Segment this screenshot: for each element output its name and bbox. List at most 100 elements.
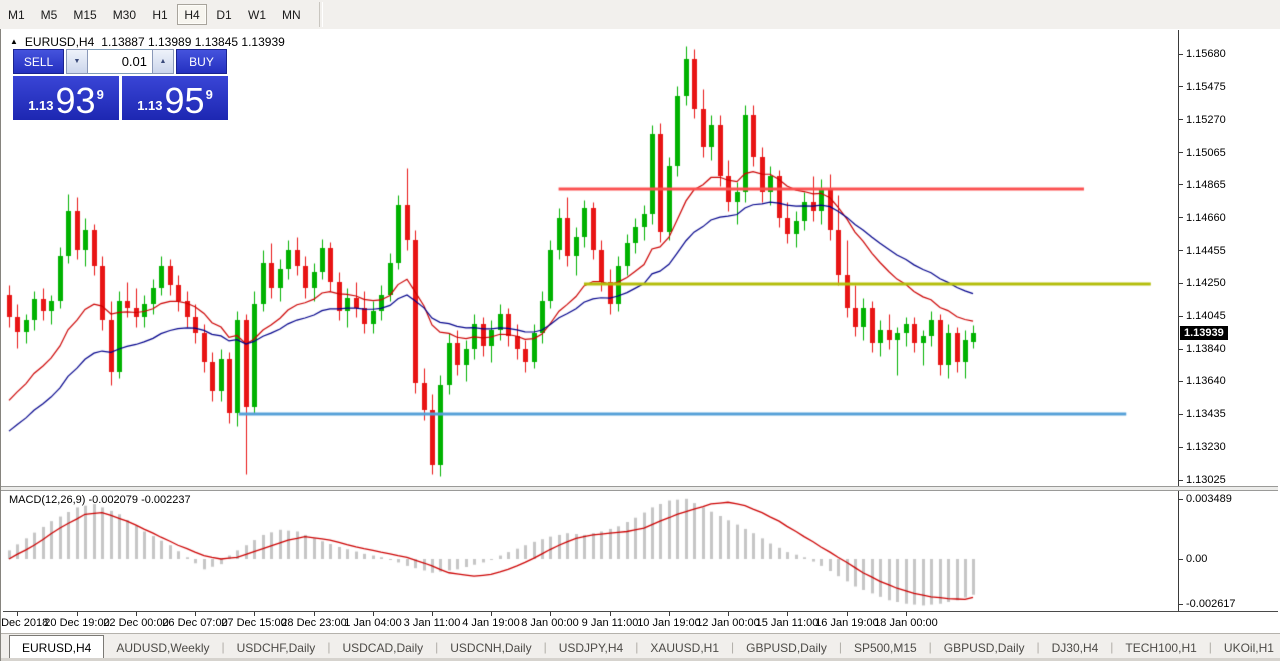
tab-separator: | bbox=[327, 639, 331, 654]
pane-separator[interactable] bbox=[1, 486, 1278, 491]
time-axis-tick bbox=[787, 612, 788, 616]
time-axis-tick bbox=[669, 612, 670, 616]
macd-label: MACD(12,26,9) -0.002079 -0.002237 bbox=[9, 494, 191, 506]
time-axis-tick bbox=[847, 612, 848, 616]
tick-dash bbox=[1179, 380, 1183, 382]
tick-dash bbox=[1179, 250, 1183, 252]
time-axis-tick bbox=[491, 612, 492, 616]
chart-window: ▲ EURUSD,H4 1.13887 1.13989 1.13845 1.13… bbox=[0, 29, 1280, 661]
time-axis-tick bbox=[195, 612, 196, 616]
tab-separator: | bbox=[1208, 639, 1212, 654]
buy-price-prefix: 1.13 bbox=[137, 98, 163, 113]
chart-tab-usdcad-daily[interactable]: USDCAD,Daily bbox=[342, 641, 424, 655]
sell-price-tile[interactable]: 1.13 93 9 bbox=[13, 76, 119, 120]
macd-axis[interactable]: 0.003489 0.00 -0.002617 bbox=[1178, 491, 1279, 611]
time-axis-label: 4 Jan 19:00 bbox=[462, 617, 520, 629]
macd-indicator-pane: MACD(12,26,9) -0.002079 -0.002237 bbox=[3, 491, 1178, 611]
time-axis-label: 28 Dec 23:00 bbox=[281, 617, 347, 629]
chart-tab-sp500-m15[interactable]: SP500,M15 bbox=[853, 641, 917, 655]
chart-tab-xauusd-h1[interactable]: XAUUSD,H1 bbox=[650, 641, 720, 655]
sell-price-prefix: 1.13 bbox=[28, 98, 54, 113]
macd-canvas[interactable] bbox=[3, 491, 1178, 611]
time-axis-label: 3 Jan 11:00 bbox=[403, 617, 461, 629]
tick-dash bbox=[1179, 53, 1183, 55]
time-axis-label: 26 Dec 07:00 bbox=[162, 617, 228, 629]
chart-tab-bar: EURUSD,H4 AUDUSD,Weekly | USDCHF,Daily | USDC… bbox=[1, 633, 1280, 659]
timeframe-button-m1[interactable]: M1 bbox=[1, 4, 32, 25]
chart-tab-audusd-weekly[interactable]: AUDUSD,Weekly bbox=[116, 641, 210, 655]
timeframe-button-w1[interactable]: W1 bbox=[241, 4, 273, 25]
price-axis-tick: 1.13840 bbox=[1179, 343, 1226, 355]
time-axis-tick bbox=[373, 612, 374, 616]
price-axis-tick: 1.15475 bbox=[1179, 81, 1226, 93]
tick-dash bbox=[1179, 413, 1183, 415]
price-axis[interactable]: 1.13939 1.15680 1.15475 1.15270 1.15065 1.14… bbox=[1178, 30, 1279, 486]
time-axis-tick bbox=[17, 612, 18, 616]
time-axis-label: 8 Jan 00:00 bbox=[521, 617, 579, 629]
price-axis-tick: 1.15270 bbox=[1179, 114, 1226, 126]
chart-tab-eurusd-h4[interactable]: EURUSD,H4 bbox=[9, 635, 105, 659]
price-axis-tick: 1.15065 bbox=[1179, 147, 1226, 159]
sell-button[interactable]: SELL bbox=[13, 49, 64, 74]
buy-button[interactable]: BUY bbox=[176, 49, 227, 74]
tick-dash bbox=[1179, 603, 1183, 605]
current-price-badge: 1.13939 bbox=[1180, 326, 1228, 341]
tick-dash bbox=[1179, 152, 1183, 154]
tab-separator: | bbox=[731, 639, 735, 654]
time-axis-tick bbox=[906, 612, 907, 616]
price-axis-tick: 1.13230 bbox=[1179, 441, 1226, 453]
chart-title-ohlc: 1.13887 1.13989 1.13845 1.13939 bbox=[101, 35, 285, 49]
buy-price-big: 95 bbox=[164, 80, 205, 121]
price-axis-tick: 1.15680 bbox=[1179, 48, 1226, 60]
timeframe-button-m5[interactable]: M5 bbox=[34, 4, 65, 25]
timeframe-button-m30[interactable]: M30 bbox=[106, 4, 143, 25]
time-axis-label: 12 Jan 00:00 bbox=[696, 617, 760, 629]
time-axis-label: 22 Dec 00:00 bbox=[103, 617, 169, 629]
chart-tab-usdchf-daily[interactable]: USDCHF,Daily bbox=[236, 641, 316, 655]
chart-tab-dj30-h4[interactable]: DJ30,H4 bbox=[1051, 641, 1099, 655]
timeframe-button-h4[interactable]: H4 bbox=[177, 4, 208, 25]
tick-dash bbox=[1179, 184, 1183, 186]
volume-increase-button[interactable]: ▲ bbox=[152, 49, 174, 74]
volume-input[interactable] bbox=[88, 49, 152, 74]
tab-separator: | bbox=[221, 639, 225, 654]
time-axis-tick bbox=[314, 612, 315, 616]
timeframe-button-d1[interactable]: D1 bbox=[209, 4, 239, 25]
chart-tab-gbpusd-daily[interactable]: GBPUSD,Daily bbox=[943, 641, 1025, 655]
tick-dash bbox=[1179, 217, 1183, 219]
price-axis-tick: 1.13025 bbox=[1179, 474, 1226, 486]
collapse-triangle-icon[interactable]: ▲ bbox=[10, 37, 18, 46]
chart-tab-tech100-h1[interactable]: TECH100,H1 bbox=[1125, 641, 1197, 655]
macd-axis-tick: -0.002617 bbox=[1179, 598, 1236, 610]
chart-tab-ukoil-h1[interactable]: UKOil,H1 bbox=[1223, 641, 1274, 655]
chevron-up-icon: ▲ bbox=[159, 58, 167, 65]
toolbar-separator bbox=[318, 2, 323, 27]
timeframe-button-mn[interactable]: MN bbox=[275, 4, 308, 25]
tab-separator: | bbox=[928, 639, 932, 654]
time-axis-label: 16 Jan 19:00 bbox=[815, 617, 879, 629]
tab-separator: | bbox=[838, 639, 842, 654]
time-axis-tick bbox=[550, 612, 551, 616]
chart-tab-usdcnh-daily[interactable]: USDCNH,Daily bbox=[450, 641, 532, 655]
macd-axis-tick: 0.00 bbox=[1179, 553, 1207, 565]
price-axis-tick: 1.14250 bbox=[1179, 277, 1226, 289]
timeframe-button-h1[interactable]: H1 bbox=[145, 4, 175, 25]
sell-price-sup: 9 bbox=[96, 87, 104, 102]
time-axis-tick bbox=[77, 612, 78, 616]
timeframe-toolbar: M1 M5 M15 M30 H1 H4 D1 W1 MN bbox=[0, 0, 1280, 30]
volume-decrease-button[interactable]: ▼ bbox=[66, 49, 88, 74]
tick-dash bbox=[1179, 479, 1183, 481]
tick-dash bbox=[1179, 446, 1183, 448]
chart-title-symbol: EURUSD,H4 bbox=[24, 35, 95, 49]
chart-tab-usdjpy-h4[interactable]: USDJPY,H4 bbox=[558, 641, 624, 655]
one-click-trade-panel: SELL ▼ ▲ BUY 1.13 93 9 1.13 bbox=[13, 49, 233, 120]
time-axis-tick bbox=[728, 612, 729, 616]
chevron-down-icon: ▼ bbox=[73, 58, 81, 65]
time-axis-label: 15 Jan 11:00 bbox=[755, 617, 819, 629]
buy-price-tile[interactable]: 1.13 95 9 bbox=[122, 76, 228, 120]
tick-dash bbox=[1179, 119, 1183, 121]
chart-tab-gbpusd-daily[interactable]: GBPUSD,Daily bbox=[746, 641, 827, 655]
price-axis-tick: 1.14865 bbox=[1179, 179, 1226, 191]
timeframe-button-m15[interactable]: M15 bbox=[66, 4, 103, 25]
